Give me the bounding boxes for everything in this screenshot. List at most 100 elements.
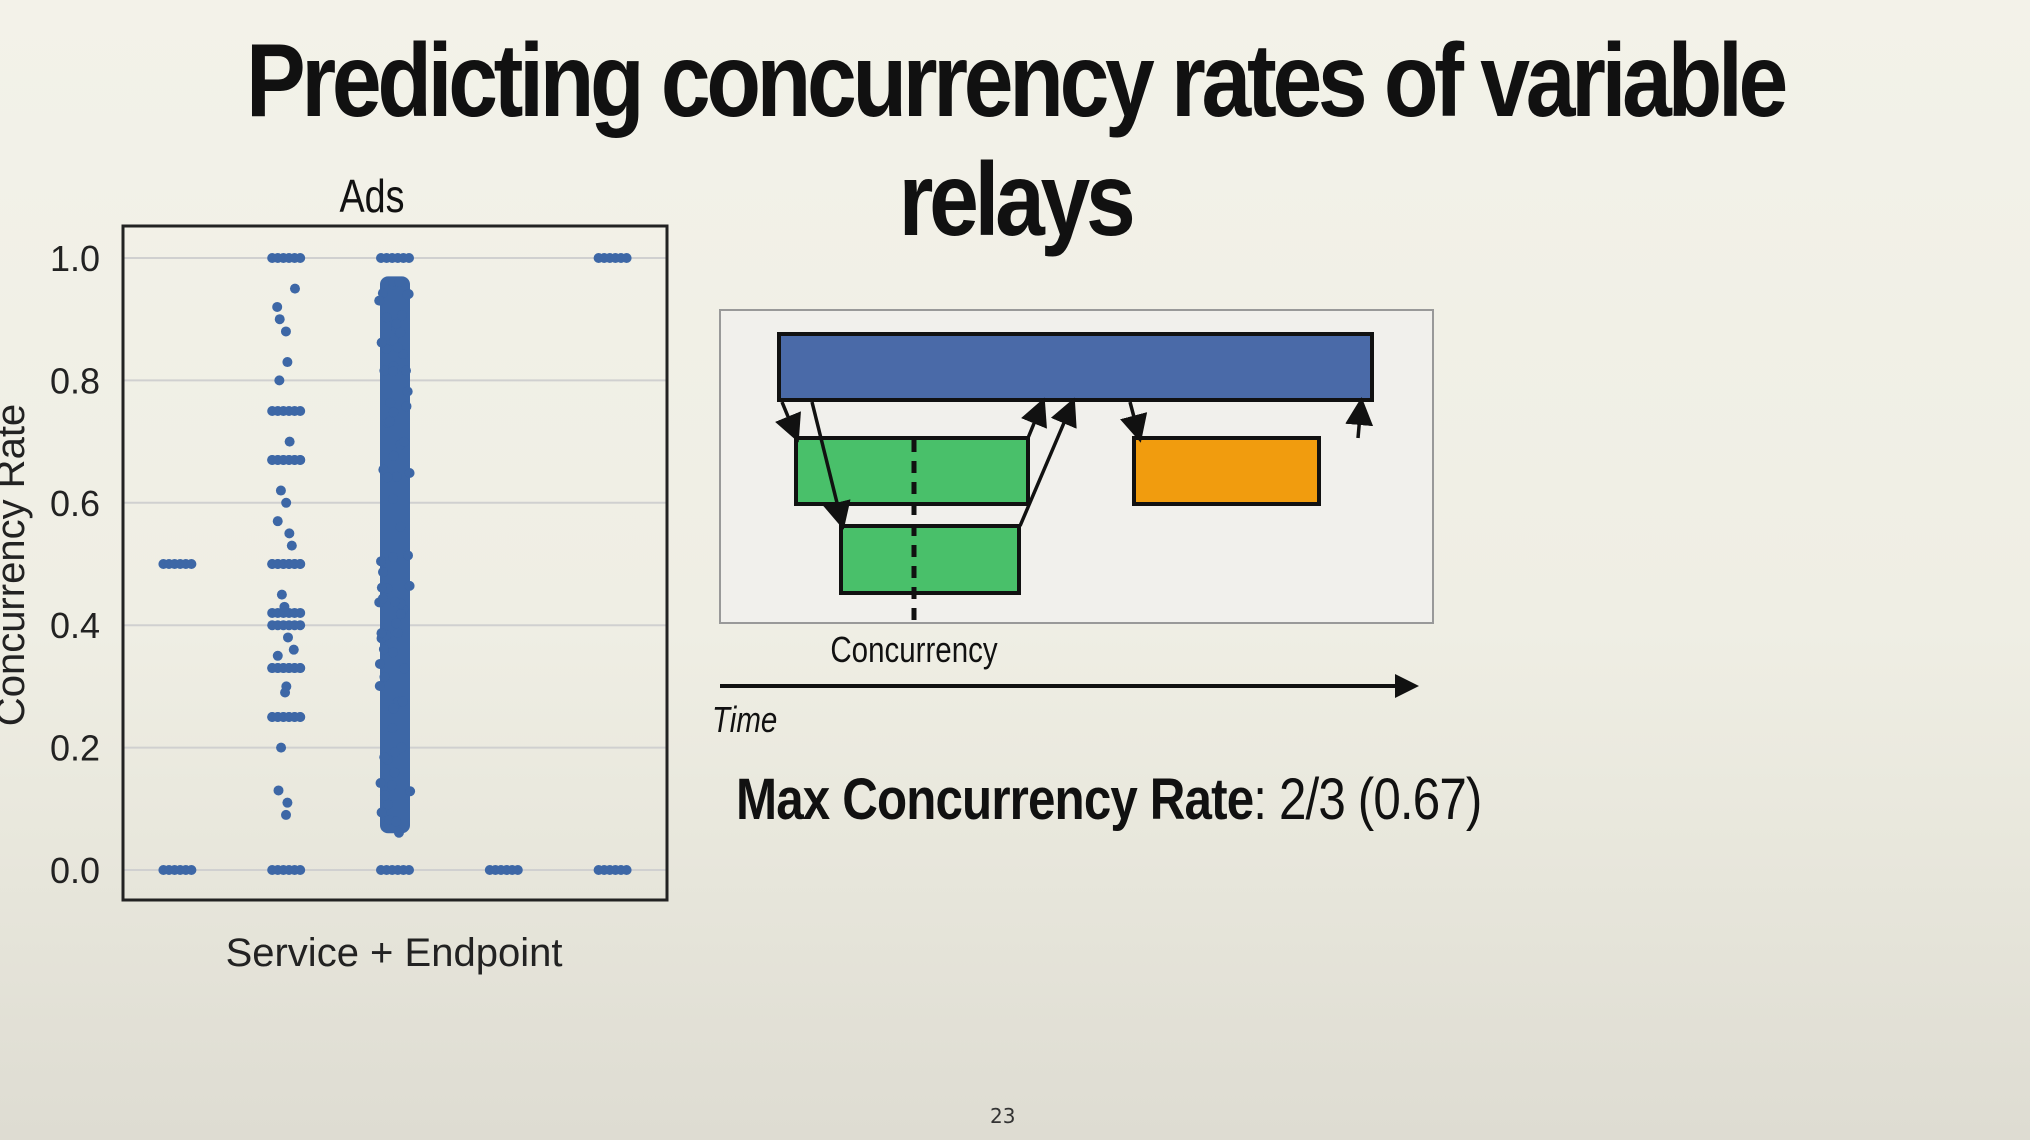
data-point: [386, 780, 397, 791]
data-point: [378, 464, 389, 475]
return-arrow-1: [1021, 397, 1047, 439]
data-point: [392, 627, 403, 638]
data-point: [276, 589, 287, 600]
parent-span-bar: [777, 332, 1374, 402]
data-point: [281, 497, 292, 508]
data-point: [280, 326, 291, 337]
data-point: [281, 681, 292, 692]
data-point: [295, 406, 306, 416]
data-point: [388, 493, 399, 504]
call-arrow-3: [1120, 401, 1148, 443]
call-arrow-2: [810, 401, 851, 530]
data-point: [284, 436, 295, 447]
data-point: [282, 357, 293, 368]
scatter-chart: 0.0 0.2 0.4 0.6 0.8 1.0 Ads Service + Endpoin…: [0, 170, 669, 975]
data-point: [404, 580, 415, 591]
child-span-bar-2: [839, 524, 1021, 595]
data-point: [295, 620, 306, 631]
data-point: [395, 609, 406, 620]
data-point: [396, 310, 407, 321]
data-point: [272, 650, 283, 661]
data-point: [388, 647, 399, 658]
data-point: [397, 696, 408, 707]
data-point: [391, 471, 402, 482]
data-point: [405, 786, 416, 797]
data-point: [404, 468, 415, 479]
data-point: [389, 767, 400, 778]
data-point: [387, 722, 398, 733]
data-point: [286, 540, 297, 551]
data-point: [281, 809, 292, 820]
data-point: [295, 607, 306, 618]
y-tick-label: 1.0: [50, 238, 100, 279]
data-point: [621, 865, 632, 875]
data-point: [376, 807, 387, 818]
data-point: [400, 365, 411, 376]
y-tick-label: 0.2: [50, 728, 100, 769]
data-point: [374, 295, 385, 306]
y-tick-label: 0.4: [50, 605, 100, 646]
slide-title: Predicting concurrency rates of variable…: [246, 23, 1788, 258]
max-concurrency-rate: Max Concurrency Rate: 2/3 (0.67): [736, 766, 1482, 833]
data-point: [272, 516, 283, 527]
data-point: [395, 327, 406, 338]
data-point: [282, 632, 293, 643]
plot-frame: [121, 224, 669, 902]
data-point: [382, 472, 393, 483]
data-point: [295, 865, 306, 875]
max-rate-value: : 2/3 (0.67): [1253, 767, 1482, 832]
data-point: [391, 318, 402, 329]
y-tick-label: 0.6: [50, 483, 100, 524]
data-point: [295, 663, 306, 674]
data-point: [401, 401, 412, 412]
data-point: [391, 816, 402, 827]
data-point: [289, 283, 300, 294]
data-point: [402, 289, 413, 300]
data-point: [379, 671, 390, 682]
data-point: [379, 752, 390, 763]
data-point: [382, 799, 393, 810]
data-point: [381, 312, 392, 323]
data-point: [403, 550, 414, 561]
data-point: [393, 827, 404, 838]
data-point: [621, 253, 632, 263]
data-point: [378, 567, 389, 578]
data-point: [374, 658, 385, 669]
data-point: [402, 386, 413, 397]
data-point: [388, 552, 399, 563]
data-point: [273, 785, 284, 796]
y-tick-label: 0.8: [50, 360, 100, 401]
max-rate-label: Max Concurrency Rate: [736, 767, 1254, 832]
data-point: [274, 375, 285, 386]
data-point: [284, 528, 295, 539]
data-point: [385, 397, 396, 408]
data-point: [512, 865, 523, 875]
data-point: [388, 703, 399, 714]
data-point: [376, 582, 387, 593]
return-arrow-3: [1345, 397, 1374, 439]
data-point: [186, 865, 197, 875]
data-point: [375, 778, 386, 789]
data-point: [388, 407, 399, 418]
page-number: 23: [990, 1104, 1016, 1128]
data-point: [376, 556, 387, 567]
data-points: [158, 253, 632, 875]
data-point: [377, 288, 388, 299]
data-point: [376, 628, 387, 639]
data-point: [379, 790, 390, 801]
data-point: [399, 436, 410, 447]
concurrency-label: Concurrency: [830, 629, 998, 669]
data-point: [282, 797, 293, 808]
data-point: [377, 593, 388, 604]
data-point: [389, 747, 400, 758]
data-point: [379, 365, 390, 376]
data-point: [394, 276, 405, 287]
data-point: [392, 342, 403, 353]
data-point: [295, 559, 306, 569]
data-point: [186, 559, 197, 569]
concurrency-diagram: Concurrency Time: [712, 309, 1434, 740]
data-point: [378, 644, 389, 655]
data-point: [388, 366, 399, 377]
data-point: [388, 450, 399, 461]
call-arrow-1: [775, 401, 801, 443]
